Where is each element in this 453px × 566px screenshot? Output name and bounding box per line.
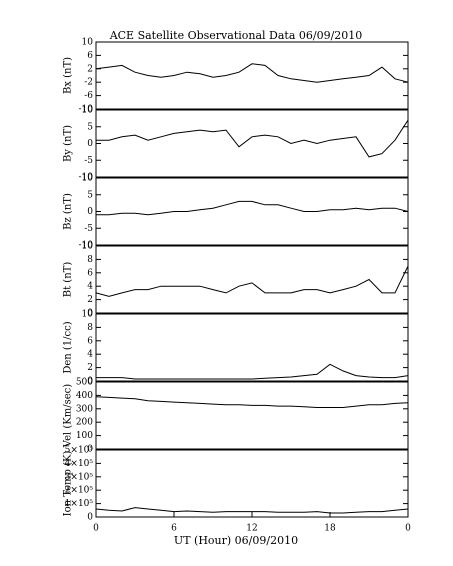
y-tick-label: 10 — [82, 106, 94, 116]
y-tick-label: 0 — [87, 513, 93, 523]
y-tick-label: 0 — [87, 445, 93, 455]
x-axis-label: UT (Hour) 06/09/2010 — [174, 534, 298, 547]
y-tick-label: 4 — [87, 350, 93, 360]
x-tick-label: 12 — [246, 524, 257, 534]
y-tick-label: 2 — [87, 64, 93, 74]
y-tick-label: 0 — [87, 207, 93, 217]
y-tick-label: -10 — [79, 173, 94, 183]
data-line — [95, 265, 409, 297]
y-tick-label: 4×10⁵ — [65, 459, 94, 469]
y-tick-label: -10 — [79, 241, 94, 251]
panel-frame — [95, 109, 409, 178]
y-axis-label: Bx (nT) — [63, 57, 74, 94]
y-tick-label: 2 — [87, 295, 93, 305]
y-axis-label: Bz (nT) — [63, 193, 74, 230]
y-tick-label: -5 — [84, 224, 93, 234]
y-tick-label: 400 — [76, 391, 93, 401]
y-tick-label: 0 — [87, 309, 93, 319]
y-tick-label: 10 — [82, 38, 94, 48]
panel-frame — [95, 381, 409, 450]
y-tick-label: 6 — [87, 268, 93, 278]
y-tick-label: -2 — [84, 78, 93, 88]
y-tick-label: 8 — [87, 323, 93, 333]
x-tick-label: 18 — [324, 524, 336, 534]
y-axis-label: By (nT) — [63, 125, 74, 162]
data-line — [95, 507, 409, 514]
x-tick-label: 0 — [405, 524, 411, 534]
y-tick-label: 0 — [87, 377, 93, 387]
data-line — [96, 200, 409, 216]
y-tick-label: 5×10⁵ — [65, 446, 94, 456]
y-tick-label: 3×10⁵ — [65, 472, 94, 482]
y-tick-label: -10 — [79, 105, 94, 115]
y-tick-label: 2 — [87, 363, 93, 373]
panel-frame — [95, 313, 409, 382]
data-line — [96, 119, 409, 158]
panel-frame — [95, 449, 409, 518]
data-line — [95, 63, 409, 83]
y-axis-label: Vel (Km/sec) — [63, 384, 74, 448]
y-tick-label: -6 — [84, 91, 93, 101]
panel-frame — [95, 245, 409, 314]
y-tick-label: 6 — [87, 51, 93, 61]
y-tick-label: 10 — [82, 242, 94, 252]
y-axis-label: Den (1/cc) — [63, 321, 74, 373]
y-tick-label: 5 — [87, 190, 93, 200]
data-line — [95, 396, 409, 408]
y-axis-label: Bt (nT) — [63, 262, 74, 298]
data-line — [96, 363, 409, 380]
y-tick-label: 6 — [87, 336, 93, 346]
y-tick-label: 500 — [76, 378, 93, 388]
y-tick-label: 0 — [87, 139, 93, 149]
y-tick-label: 4 — [87, 282, 93, 292]
y-tick-label: 100 — [76, 431, 93, 441]
y-tick-label: 1×10⁵ — [65, 499, 94, 509]
y-tick-label: 10 — [82, 174, 94, 184]
y-axis-label: Ion Temp (K) — [63, 451, 74, 517]
y-tick-label: 300 — [76, 404, 93, 414]
panel-frame — [95, 177, 409, 246]
y-tick-label: 2×10⁵ — [65, 486, 94, 496]
y-tick-label: 5 — [87, 122, 93, 132]
x-tick-label: 6 — [171, 524, 177, 534]
panel-frame — [95, 41, 409, 110]
y-tick-label: 10 — [82, 310, 94, 320]
y-tick-label: -5 — [84, 156, 93, 166]
chart-title: ACE Satellite Observational Data 06/09/2… — [109, 29, 363, 42]
x-tick-label: 0 — [93, 524, 99, 534]
y-tick-label: 8 — [87, 255, 93, 265]
y-tick-label: 200 — [76, 418, 93, 428]
